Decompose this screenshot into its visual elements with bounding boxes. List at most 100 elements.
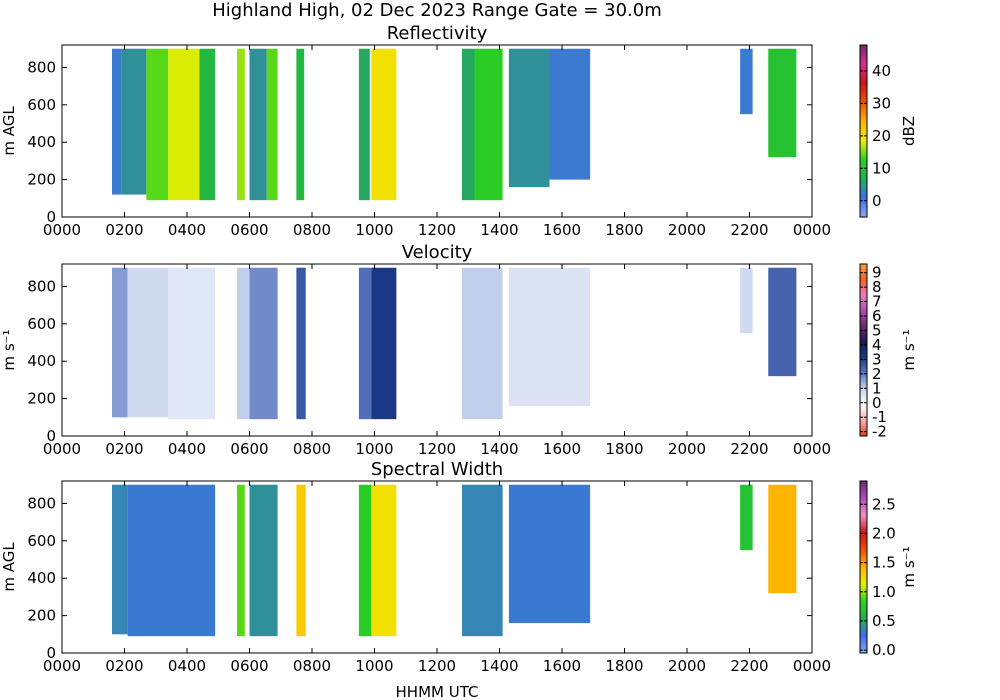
colorbar-tick-label: 4 <box>872 336 882 354</box>
echo-band-16 <box>768 48 797 158</box>
x-tick-label: 0400 <box>168 221 206 239</box>
x-tick-label: 2200 <box>730 440 768 458</box>
echo-band-3 <box>237 267 250 420</box>
echo-band-10 <box>740 267 753 334</box>
colorbar-tick-label: 2.0 <box>872 524 896 542</box>
y-axis-label: m AGL <box>0 542 18 592</box>
echo-band-4 <box>199 48 216 201</box>
x-tick-label: 1000 <box>355 440 393 458</box>
x-tick-label: 0200 <box>105 221 143 239</box>
x-tick-label: 1000 <box>355 221 393 239</box>
y-tick-label: 400 <box>27 133 56 151</box>
colorbar-tick-label: 5 <box>872 321 882 339</box>
x-tick-label: 1400 <box>480 657 518 675</box>
echo-band-10 <box>371 48 397 201</box>
x-tick-label: 2200 <box>730 657 768 675</box>
echo-band-0 <box>112 484 128 635</box>
echo-band-6 <box>371 484 397 637</box>
x-tick-label: 2000 <box>668 657 706 675</box>
x-tick-label: 0600 <box>230 440 268 458</box>
colorbar-tick-label: 0 <box>872 394 882 412</box>
y-axis-label: m s⁻¹ <box>0 329 18 370</box>
y-tick-label: 200 <box>27 607 56 625</box>
echo-band-3 <box>168 48 200 201</box>
colorbar-tick-label: 30 <box>872 94 891 112</box>
y-tick-label: 600 <box>27 532 56 550</box>
colorbar-tick-label: 0.5 <box>872 612 896 630</box>
colorbar <box>859 480 868 654</box>
echo-band-14 <box>549 48 591 180</box>
echo-band-12 <box>474 48 503 201</box>
x-tick-label: 0800 <box>293 440 331 458</box>
x-tick-label: 0800 <box>293 657 331 675</box>
x-tick-label: 0600 <box>230 657 268 675</box>
x-tick-label: 0000 <box>43 440 81 458</box>
colorbar <box>859 263 868 437</box>
x-tick-label: 0200 <box>105 657 143 675</box>
echo-band-1 <box>127 484 216 637</box>
echo-band-5 <box>296 267 306 420</box>
echo-band-5 <box>358 484 372 637</box>
y-tick-label: 800 <box>27 277 56 295</box>
figure-title: Highland High, 02 Dec 2023 Range Gate = … <box>212 0 662 21</box>
echo-band-8 <box>462 267 503 420</box>
x-tick-label: 1600 <box>543 440 581 458</box>
colorbar-tick-label: 9 <box>872 264 882 282</box>
x-tick-label: 0800 <box>293 221 331 239</box>
x-tick-label: 1800 <box>605 440 643 458</box>
echo-band-0 <box>112 267 128 418</box>
echo-band-2 <box>146 48 169 201</box>
x-tick-label: 0000 <box>793 657 831 675</box>
y-tick-label: 400 <box>27 569 56 587</box>
echo-band-8 <box>508 484 591 624</box>
colorbar-label: m s⁻¹ <box>900 546 918 587</box>
colorbar-tick-label: 0 <box>872 192 882 210</box>
colorbar-tick-label: 6 <box>872 307 882 325</box>
x-tick-label: 1400 <box>480 440 518 458</box>
y-tick-label: 800 <box>27 494 56 512</box>
x-tick-label: 2000 <box>668 440 706 458</box>
echo-band-9 <box>508 267 591 407</box>
echo-band-2 <box>237 484 245 637</box>
x-tick-label: 1200 <box>418 221 456 239</box>
colorbar-tick-label: 3 <box>872 350 882 368</box>
echo-band-7 <box>371 267 397 420</box>
x-tick-label: 0000 <box>793 440 831 458</box>
echo-band-9 <box>740 484 753 551</box>
y-tick-label: 800 <box>27 58 56 76</box>
echo-band-4 <box>296 484 306 637</box>
echo-band-11 <box>768 267 797 377</box>
y-tick-label: 200 <box>27 171 56 189</box>
x-tick-label: 1600 <box>543 657 581 675</box>
panel-title: Velocity <box>402 242 473 263</box>
x-tick-label: 1600 <box>543 221 581 239</box>
echo-band-3 <box>249 484 278 637</box>
colorbar-label: dBZ <box>900 116 918 146</box>
heatmap-cells <box>112 267 797 420</box>
colorbar-tick-label: 1 <box>872 379 882 397</box>
colorbar-tick-label: 40 <box>872 62 891 80</box>
colorbar-tick-label: 20 <box>872 127 891 145</box>
y-tick-label: 200 <box>27 390 56 408</box>
heatmap-cells <box>112 48 797 201</box>
x-tick-label: 1400 <box>480 221 518 239</box>
colorbar-tick-label: 0.0 <box>872 641 896 659</box>
echo-band-6 <box>358 267 372 420</box>
echo-band-1 <box>127 267 169 418</box>
colorbar-tick-label: 7 <box>872 293 882 311</box>
panel-title: Spectral Width <box>371 459 503 480</box>
echo-band-9 <box>358 48 370 201</box>
x-tick-label: 0000 <box>43 221 81 239</box>
x-tick-label: 0400 <box>168 440 206 458</box>
echo-band-2 <box>168 267 216 420</box>
heatmap-cells <box>112 484 797 637</box>
x-axis-label: HHMM UTC <box>396 683 479 700</box>
x-tick-label: 1800 <box>605 221 643 239</box>
echo-band-11 <box>462 48 475 201</box>
echo-band-4 <box>249 267 278 420</box>
y-tick-label: 0 <box>46 644 56 662</box>
x-tick-label: 0600 <box>230 221 268 239</box>
